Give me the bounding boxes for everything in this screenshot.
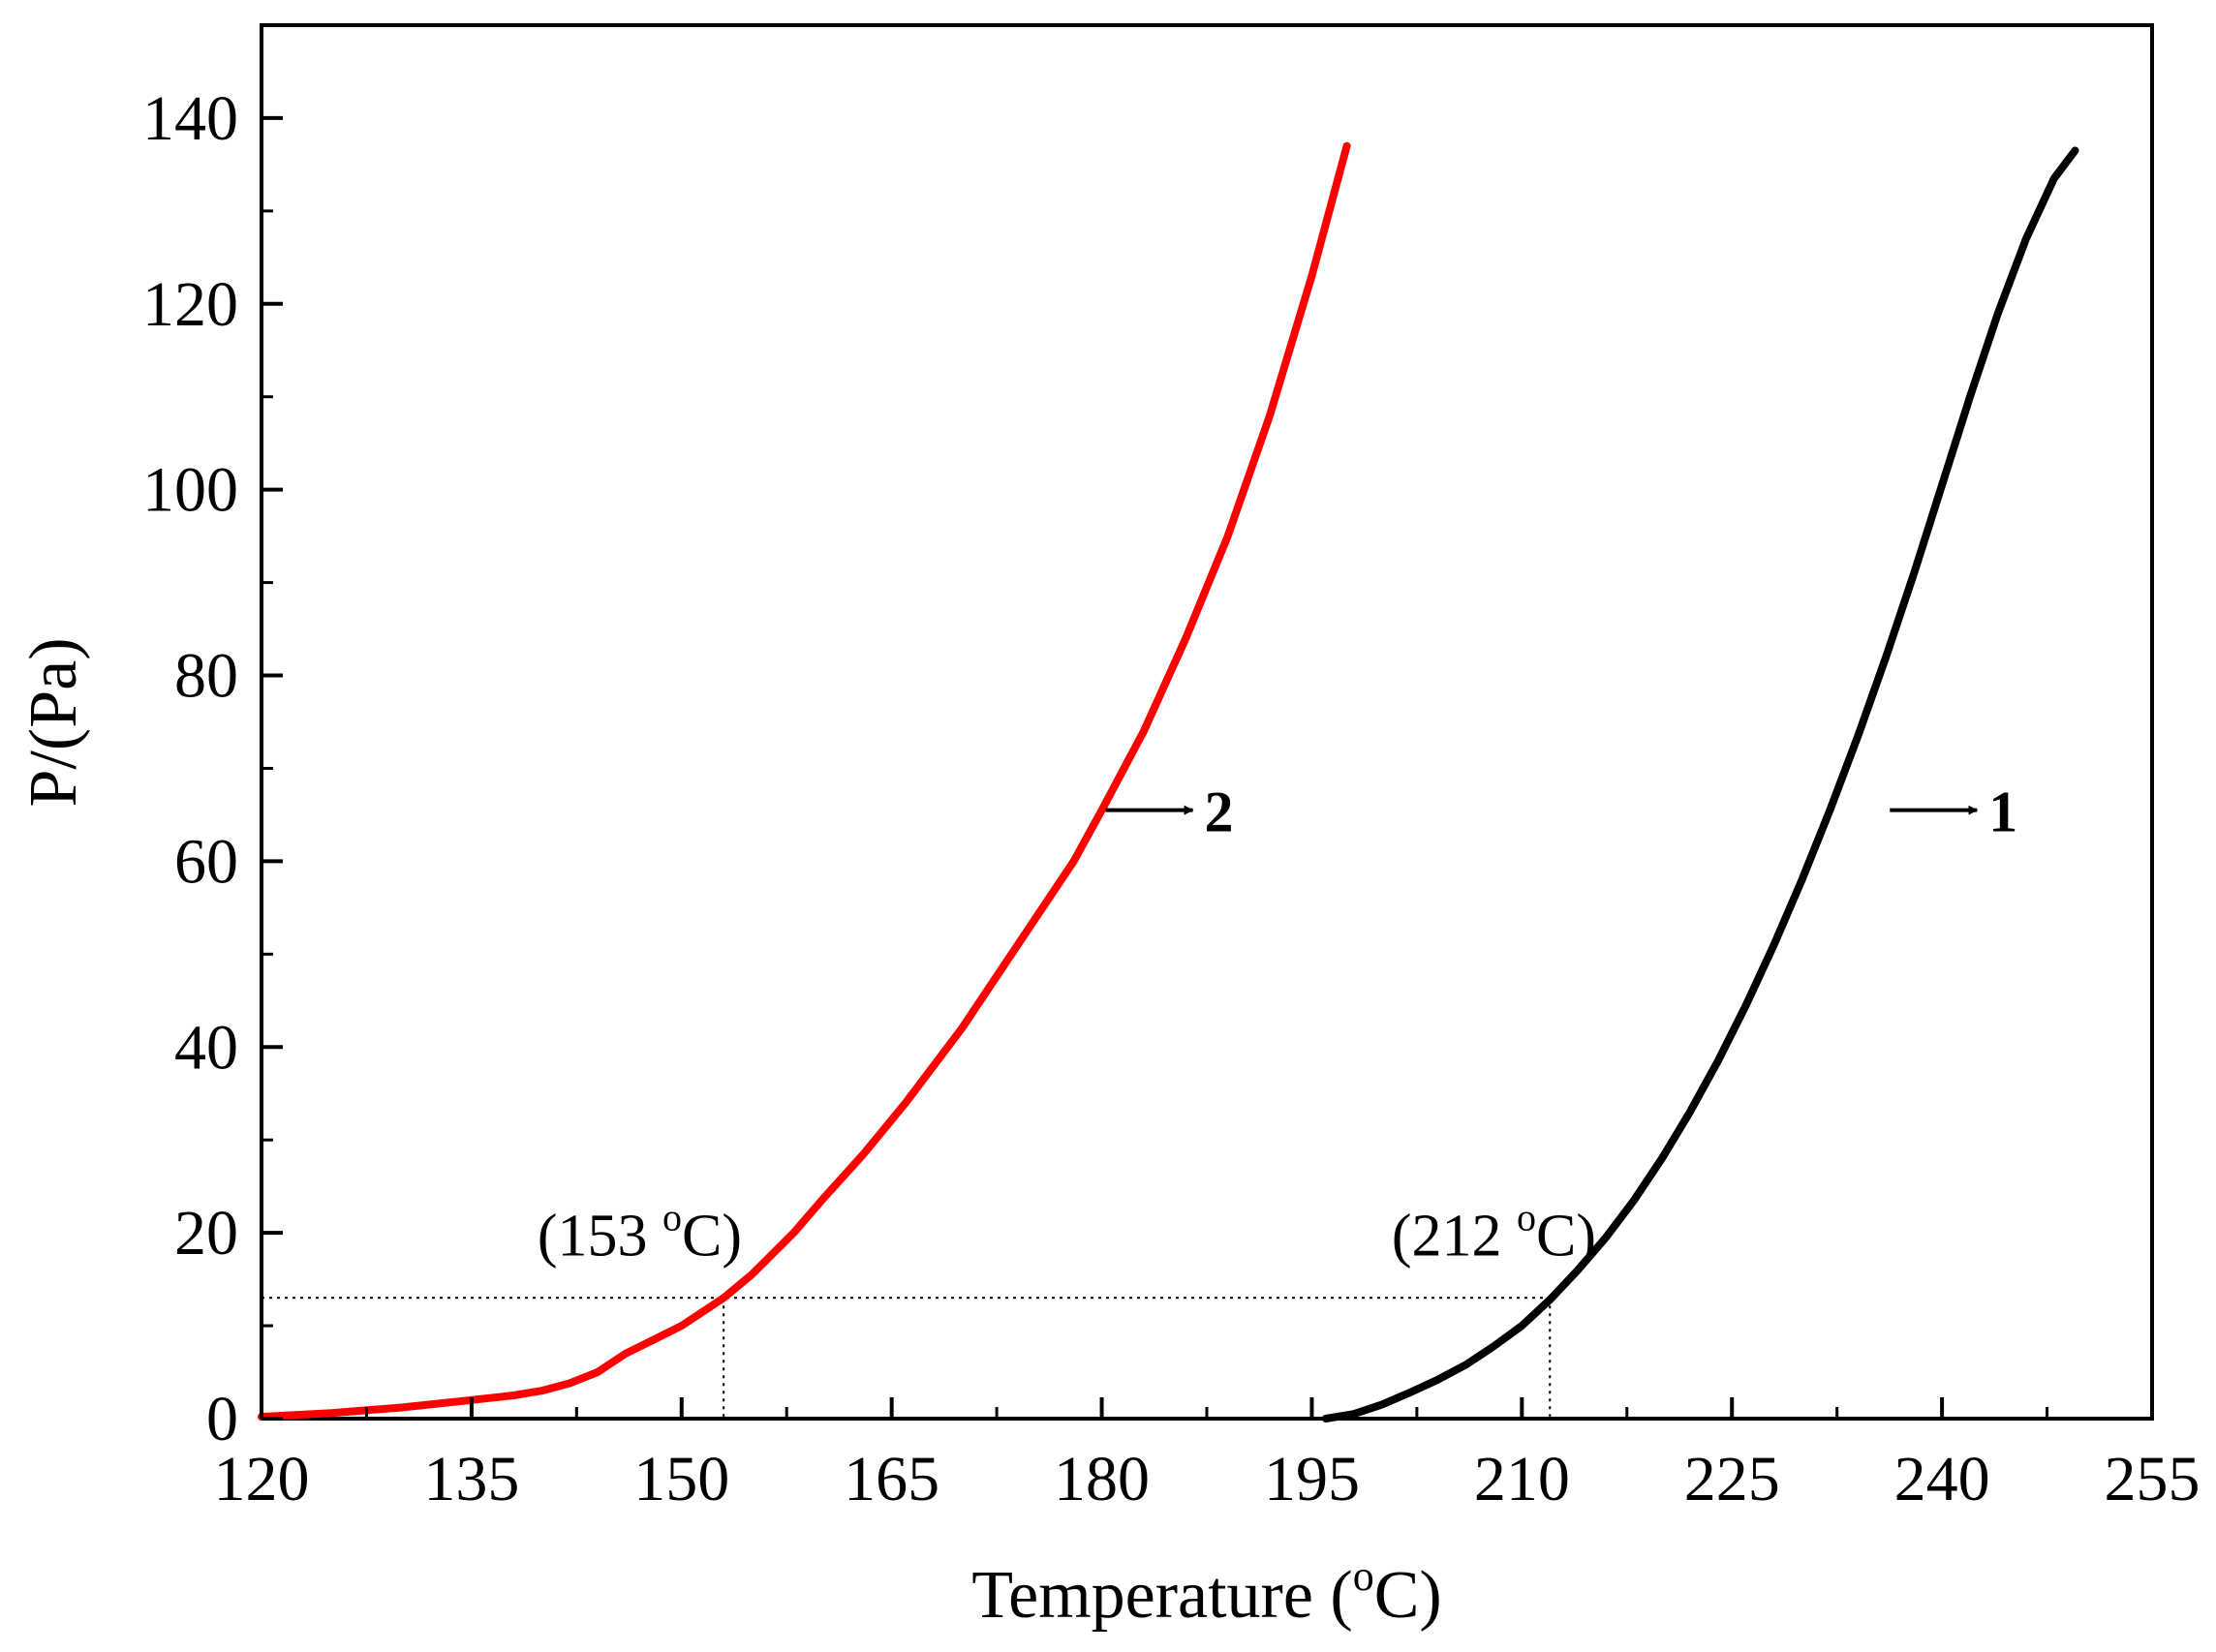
y-tick-label: 80	[174, 641, 238, 712]
reference-lines	[262, 1297, 1552, 1419]
x-tick-label: 225	[1684, 1444, 1780, 1514]
y-tick-label: 40	[174, 1012, 238, 1083]
y-tick-label: 140	[142, 83, 238, 154]
x-tick-label: 165	[844, 1444, 939, 1514]
y-tick-label: 20	[174, 1198, 238, 1269]
x-tick-label: 240	[1894, 1444, 1990, 1514]
series-2-line	[258, 141, 1351, 1422]
y-axis-ticks: 0 20 40 60 80 100 120 140	[142, 23, 283, 1454]
x-tick-label: 120	[214, 1444, 310, 1514]
y-tick-label: 60	[174, 826, 238, 897]
x-axis-ticks: 120 135 150 165 180 195 210 225 240 255	[214, 1397, 2201, 1514]
series-1-line	[1321, 146, 2079, 1423]
series-tag-1: 1	[1988, 780, 2017, 844]
x-tick-label: 255	[2105, 1444, 2201, 1514]
y-tick-label: 0	[206, 1384, 238, 1454]
x-axis-label: Temperature (oC)	[971, 1552, 1441, 1633]
y-axis-label: P/(Pa)	[16, 638, 91, 808]
series-tag-2: 2	[1205, 780, 1234, 844]
x-tick-label: 210	[1474, 1444, 1570, 1514]
x-tick-label: 180	[1054, 1444, 1150, 1514]
annotations: (153 oC) (212 oC)	[538, 1195, 1596, 1269]
annotation-2: (212 oC)	[1392, 1195, 1596, 1269]
x-tick-label: 135	[423, 1444, 519, 1514]
x-tick-label: 150	[633, 1444, 729, 1514]
y-tick-label: 100	[142, 455, 238, 526]
x-tick-label: 195	[1264, 1444, 1360, 1514]
series-layer	[258, 141, 2079, 1423]
y-tick-label: 120	[142, 269, 238, 340]
annotation-1: (153 oC)	[538, 1195, 742, 1269]
